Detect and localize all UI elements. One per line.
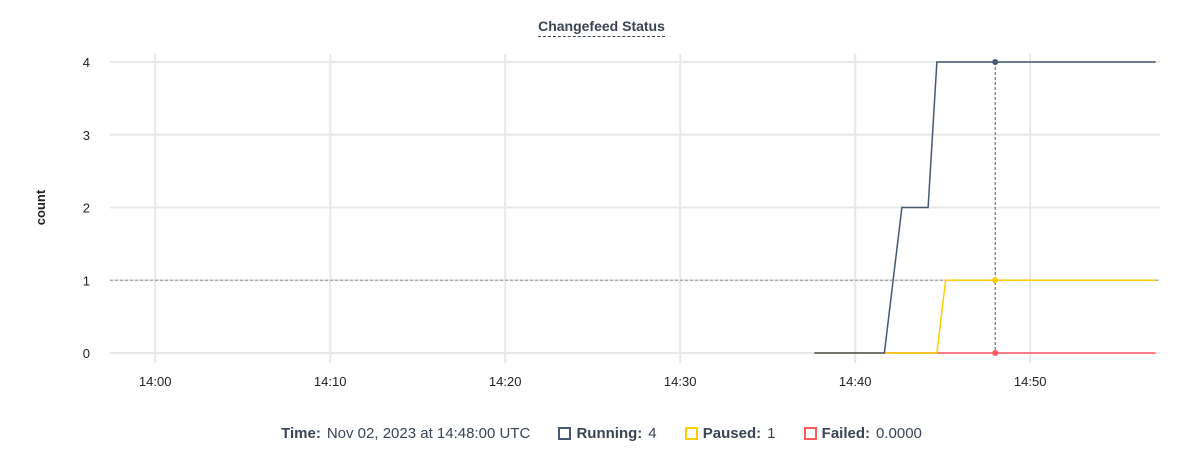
legend: Time: Nov 02, 2023 at 14:48:00 UTC Runnin…	[0, 425, 1203, 442]
series-line-paused	[814, 279, 1156, 354]
hover-point-running	[992, 59, 999, 65]
legend-failed[interactable]: Failed: 0.0000	[803, 425, 922, 442]
y-tick-label: 2	[83, 201, 90, 216]
running-value: 4	[648, 425, 657, 442]
y-tick-label: 3	[83, 128, 90, 143]
plot-area[interactable]: 0 1 2 3 4 14:00 14:10 14:20 14:30 14:40 14:50 count	[0, 0, 1203, 420]
time-value: Nov 02, 2023 at 14:48:00 UTC	[326, 425, 531, 442]
chart-title-text: Changefeed Status	[538, 18, 665, 37]
hover-point-failed	[992, 350, 999, 356]
failed-label: Failed:	[821, 425, 871, 442]
x-tick-label: 14:10	[314, 374, 347, 389]
x-tick-label: 14:40	[839, 374, 872, 389]
failed-value: 0.0000	[876, 425, 922, 442]
running-label: Running:	[576, 425, 643, 442]
paused-swatch	[684, 427, 698, 440]
x-tick-label: 14:20	[489, 374, 522, 389]
y-tick-label: 4	[83, 55, 90, 70]
legend-running[interactable]: Running: 4	[558, 425, 657, 442]
running-swatch	[558, 427, 572, 440]
x-tick-label: 14:00	[139, 374, 172, 389]
y-axis-label: count	[33, 189, 48, 225]
paused-label: Paused:	[702, 425, 762, 442]
hover-point-paused	[992, 277, 999, 284]
time-label: Time:	[281, 425, 321, 442]
paused-value: 1	[767, 425, 776, 442]
y-tick-label: 0	[83, 346, 90, 361]
chart-title: Changefeed Status	[0, 18, 1203, 37]
x-tick-label: 14:50	[1014, 374, 1047, 389]
y-tick-label: 1	[83, 273, 90, 288]
legend-time: Time: Nov 02, 2023 at 14:48:00 UTC	[281, 425, 530, 442]
legend-paused[interactable]: Paused: 1	[684, 425, 776, 442]
x-tick-label: 14:30	[664, 374, 697, 389]
failed-swatch	[803, 427, 817, 440]
series-line-running	[814, 61, 1156, 354]
